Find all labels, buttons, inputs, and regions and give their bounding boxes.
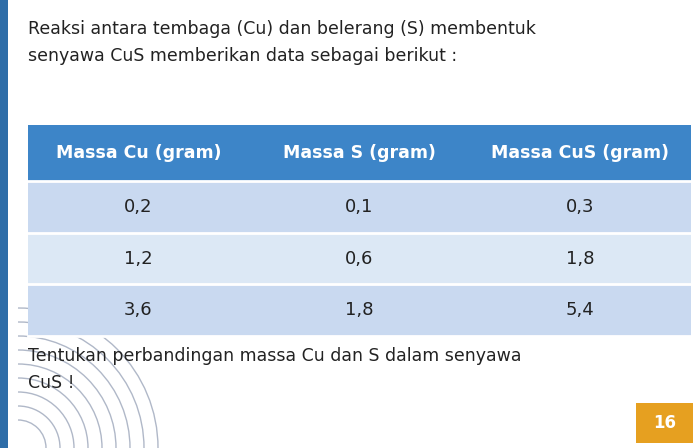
Text: 0,2: 0,2 (124, 198, 152, 216)
Text: 0,3: 0,3 (566, 198, 594, 216)
Text: Massa S (gram): Massa S (gram) (283, 144, 435, 162)
Text: 1,8: 1,8 (566, 250, 594, 267)
Text: Massa Cu (gram): Massa Cu (gram) (56, 144, 221, 162)
Text: Tentukan perbandingan massa Cu dan S dalam senyawa
CuS !: Tentukan perbandingan massa Cu dan S dal… (28, 347, 521, 392)
Text: 1,8: 1,8 (345, 301, 373, 319)
Text: Reaksi antara tembaga (Cu) dan belerang (S) membentuk
senyawa CuS memberikan dat: Reaksi antara tembaga (Cu) dan belerang … (28, 20, 536, 65)
Text: Massa CuS (gram): Massa CuS (gram) (491, 144, 669, 162)
Text: 0,1: 0,1 (345, 198, 373, 216)
Text: 5,4: 5,4 (565, 301, 595, 319)
Text: 3,6: 3,6 (124, 301, 152, 319)
Text: 1,2: 1,2 (124, 250, 152, 267)
Text: 0,6: 0,6 (345, 250, 373, 267)
Text: 16: 16 (654, 414, 676, 432)
